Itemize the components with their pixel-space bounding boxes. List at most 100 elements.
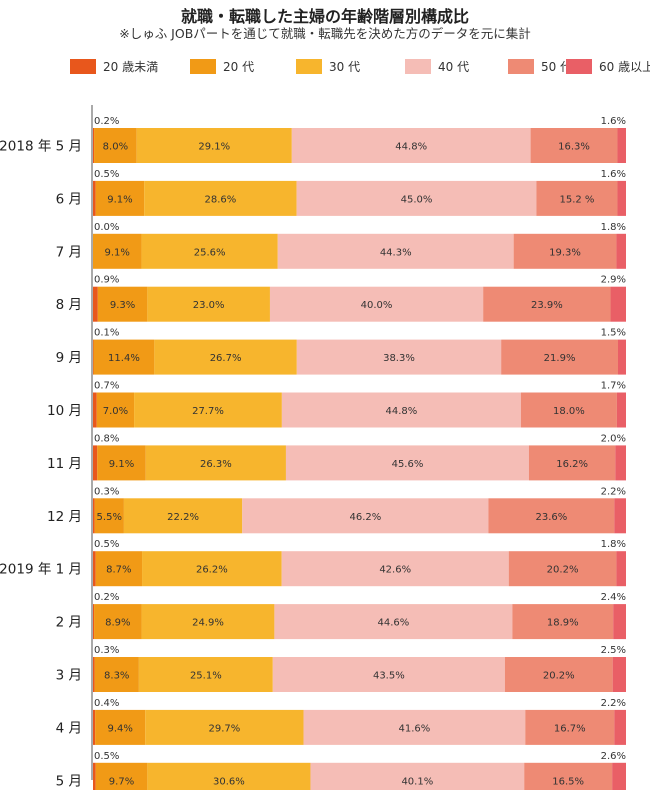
data-label: 25.1% (190, 671, 222, 682)
data-label: 16.2% (556, 459, 588, 470)
category-label: 8 月 (56, 297, 82, 313)
bar-segment (147, 286, 270, 322)
data-label: 26.3% (200, 459, 232, 470)
data-label: 9.1% (105, 247, 130, 258)
category-label: 4 月 (56, 720, 82, 736)
bar-segment (501, 339, 618, 375)
bar-segment (272, 657, 505, 692)
legend-swatch (508, 59, 534, 74)
legend-label: 50 代 (541, 60, 572, 74)
data-label: 9.1% (107, 194, 132, 205)
data-label: 16.5% (552, 776, 584, 787)
bar-segment (134, 392, 282, 428)
bar-segment (94, 128, 137, 163)
bar-segment (93, 709, 96, 745)
bar-segment (281, 551, 509, 587)
bar-segment (93, 233, 142, 269)
category-label: 7 月 (56, 244, 82, 260)
bar-segment (617, 128, 626, 163)
category-label: 11 月 (47, 456, 82, 472)
category-label: 2 月 (56, 615, 82, 631)
bar-segment (277, 233, 514, 269)
bar-segment (274, 604, 513, 640)
bar-segment (138, 657, 273, 692)
data-label: 18.9% (547, 618, 579, 629)
bar-segment (524, 762, 613, 790)
data-label: 26.7% (210, 353, 242, 364)
data-label: 11.4% (108, 353, 140, 364)
bar-segment (94, 657, 139, 692)
data-label: 21.9% (544, 353, 576, 364)
category-label: 6 月 (56, 191, 82, 207)
bar-segment (536, 180, 618, 216)
data-label: 5.5% (97, 512, 122, 523)
data-label: 26.2% (196, 565, 228, 576)
data-label: 23.6% (535, 512, 567, 523)
bar-segment (93, 498, 95, 534)
data-label: 8.9% (105, 618, 130, 629)
data-label: 29.7% (208, 723, 240, 734)
bar-segment (95, 180, 145, 216)
bar-segment (93, 551, 96, 587)
chart-subtitle: ※しゅふ JOBパートを通じて就職・転職先を決めた方のデータを元に集計 (119, 26, 531, 41)
bar-segment (281, 392, 521, 428)
bar-segment (520, 392, 617, 428)
data-label: 9.7% (109, 776, 134, 787)
bar-segment (147, 762, 311, 790)
data-label: 0.8% (94, 433, 119, 444)
data-label: 1.6% (601, 169, 626, 180)
bar-segment (508, 551, 617, 587)
data-label: 24.9% (192, 618, 224, 629)
bar-segment (528, 445, 616, 481)
data-label: 2.6% (601, 751, 626, 762)
data-label: 20.2% (543, 671, 575, 682)
data-label: 8.0% (103, 142, 128, 153)
bar-segment (136, 128, 292, 163)
data-label: 29.1% (198, 142, 230, 153)
data-label: 23.9% (531, 300, 563, 311)
data-label: 40.1% (401, 776, 433, 787)
bar-segment (612, 762, 626, 790)
bar-segment (488, 498, 615, 534)
data-label: 2.2% (601, 486, 626, 497)
bar-segment (285, 445, 529, 481)
bar-segment (296, 180, 537, 216)
data-label: 16.7% (554, 723, 586, 734)
bar-segment (616, 392, 626, 428)
bar-segment (93, 339, 94, 375)
bar-segment (617, 339, 626, 375)
data-label: 0.5% (94, 169, 119, 180)
data-label: 44.8% (385, 406, 417, 417)
data-label: 1.6% (601, 116, 626, 127)
bar-segment (513, 233, 617, 269)
data-label: 2.0% (601, 433, 626, 444)
data-label: 40.0% (361, 300, 393, 311)
bar-segment (242, 498, 489, 534)
data-label: 1.8% (601, 222, 626, 233)
bar-segment (615, 445, 626, 481)
legend-swatch (405, 59, 431, 74)
data-label: 45.6% (392, 459, 424, 470)
bar-segment (616, 233, 626, 269)
bar-segment (94, 604, 142, 640)
bar-segment (617, 180, 626, 216)
data-label: 16.3% (558, 142, 590, 153)
data-label: 0.3% (94, 486, 119, 497)
bar-segment (94, 498, 124, 534)
data-label: 0.0% (94, 222, 119, 233)
data-label: 2.9% (601, 275, 626, 286)
bar-segment (95, 551, 143, 587)
data-label: 38.3% (383, 353, 415, 364)
category-label: 9 月 (56, 350, 82, 366)
legend-label: 20 代 (223, 60, 254, 74)
data-label: 45.0% (401, 194, 433, 205)
bar-segment (95, 762, 148, 790)
legend-swatch (70, 59, 96, 74)
legend-label: 30 代 (329, 60, 360, 74)
data-label: 46.2% (349, 512, 381, 523)
data-label: 0.5% (94, 539, 119, 550)
bar-segment (614, 498, 626, 534)
data-label: 43.5% (373, 671, 405, 682)
bar-segment (612, 657, 626, 692)
